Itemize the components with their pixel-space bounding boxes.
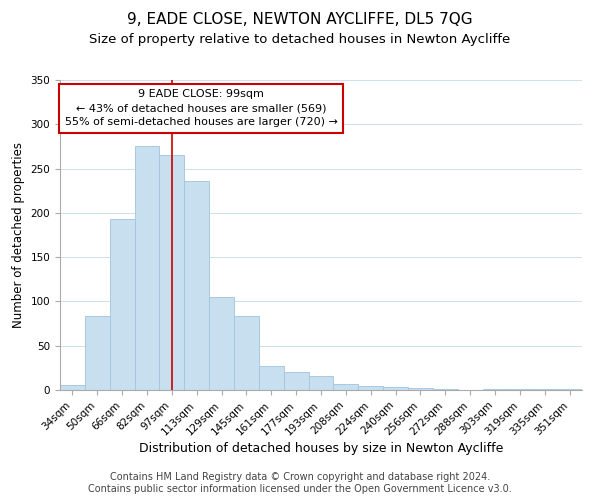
Bar: [334, 384, 358, 390]
X-axis label: Distribution of detached houses by size in Newton Aycliffe: Distribution of detached houses by size …: [139, 442, 503, 455]
Bar: [308, 376, 334, 390]
Text: 9, EADE CLOSE, NEWTON AYCLIFFE, DL5 7QG: 9, EADE CLOSE, NEWTON AYCLIFFE, DL5 7QG: [127, 12, 473, 28]
Bar: [259, 366, 284, 390]
Text: Contains public sector information licensed under the Open Government Licence v3: Contains public sector information licen…: [88, 484, 512, 494]
Bar: [234, 316, 259, 390]
Text: Contains HM Land Registry data © Crown copyright and database right 2024.: Contains HM Land Registry data © Crown c…: [110, 472, 490, 482]
Text: Size of property relative to detached houses in Newton Aycliffe: Size of property relative to detached ho…: [89, 32, 511, 46]
Bar: [408, 388, 433, 390]
Bar: [482, 389, 508, 390]
Bar: [85, 316, 110, 390]
Bar: [160, 156, 184, 390]
Bar: [184, 181, 209, 390]
Bar: [60, 384, 85, 390]
Bar: [209, 297, 234, 390]
Bar: [557, 389, 582, 390]
Bar: [383, 388, 408, 390]
Bar: [110, 219, 134, 390]
Bar: [134, 146, 160, 390]
Bar: [433, 389, 458, 390]
Text: 9 EADE CLOSE: 99sqm
← 43% of detached houses are smaller (569)
55% of semi-detac: 9 EADE CLOSE: 99sqm ← 43% of detached ho…: [65, 90, 337, 128]
Bar: [284, 372, 308, 390]
Y-axis label: Number of detached properties: Number of detached properties: [12, 142, 25, 328]
Bar: [508, 389, 532, 390]
Bar: [532, 389, 557, 390]
Bar: [358, 386, 383, 390]
